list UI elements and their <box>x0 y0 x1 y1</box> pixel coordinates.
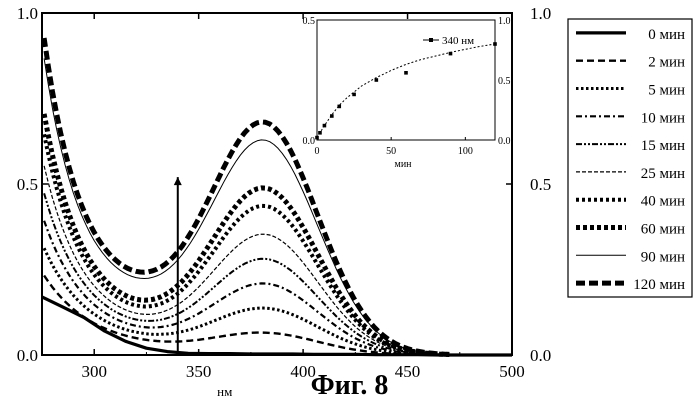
y-tick-label: 0.5 <box>17 175 38 194</box>
inset-right-y-tick-label: 0.5 <box>498 76 511 87</box>
inset-x-tick-label: 50 <box>386 146 396 157</box>
inset-data-point <box>330 114 334 118</box>
legend-label: 60 мин <box>641 222 685 238</box>
inset-y-tick-label: 0.5 <box>303 16 316 27</box>
right-y-tick-label: 0.5 <box>530 175 551 194</box>
legend-label: 120 мин <box>633 277 685 293</box>
inset-y-tick-label: 0.0 <box>303 136 316 147</box>
inset-legend-marker <box>429 38 433 42</box>
legend-label: 40 мин <box>641 194 685 210</box>
series-line <box>44 166 449 355</box>
legend-label: 10 мин <box>641 110 685 126</box>
inset-data-point <box>449 52 453 56</box>
inset-legend-label: 340 нм <box>442 35 474 47</box>
legend-label: 25 мин <box>641 166 685 182</box>
inset-data-point <box>493 42 497 46</box>
figure-8: 3003504004505000.00.00.50.51.01.0нм 0501… <box>0 0 699 418</box>
inset-data-point <box>318 131 322 135</box>
inset-x-axis-label: мин <box>394 159 412 170</box>
series-line <box>44 248 449 355</box>
legend-label: 15 мин <box>641 138 685 154</box>
figure-caption: Фиг. 8 <box>0 370 699 402</box>
inset-data-point <box>337 105 341 109</box>
inset-right-y-tick-label: 0.0 <box>498 136 511 147</box>
inset-x-tick-label: 100 <box>458 146 473 157</box>
inset-data-point <box>323 124 327 128</box>
legend-label: 0 мин <box>648 27 685 43</box>
inset-kinetics-chart: 0 50 100 0.0 0.5 0.0 0.5 1.0 мин 340 нм <box>303 16 511 170</box>
y-tick-label: 1.0 <box>17 4 38 23</box>
inset-data-point <box>352 93 356 97</box>
right-y-tick-label: 1.0 <box>530 4 551 23</box>
legend-label: 2 мин <box>648 55 685 71</box>
inset-right-y-tick-label: 1.0 <box>498 16 511 27</box>
legend-label: 90 мин <box>641 249 685 265</box>
inset-x-tick-label: 0 <box>315 146 320 157</box>
inset-data-point <box>315 136 319 140</box>
legend: 0 мин 2 мин 5 мин 10 мин 15 мин 25 мин 40 мин 6… <box>568 19 692 297</box>
inset-data-point <box>404 71 408 75</box>
series-line <box>44 221 449 355</box>
wavelength-marker-arrowhead <box>174 177 182 185</box>
right-y-tick-label: 0.0 <box>530 346 551 365</box>
y-tick-label: 0.0 <box>17 346 38 365</box>
legend-label: 5 мин <box>648 83 685 99</box>
inset-data-point <box>375 78 379 82</box>
